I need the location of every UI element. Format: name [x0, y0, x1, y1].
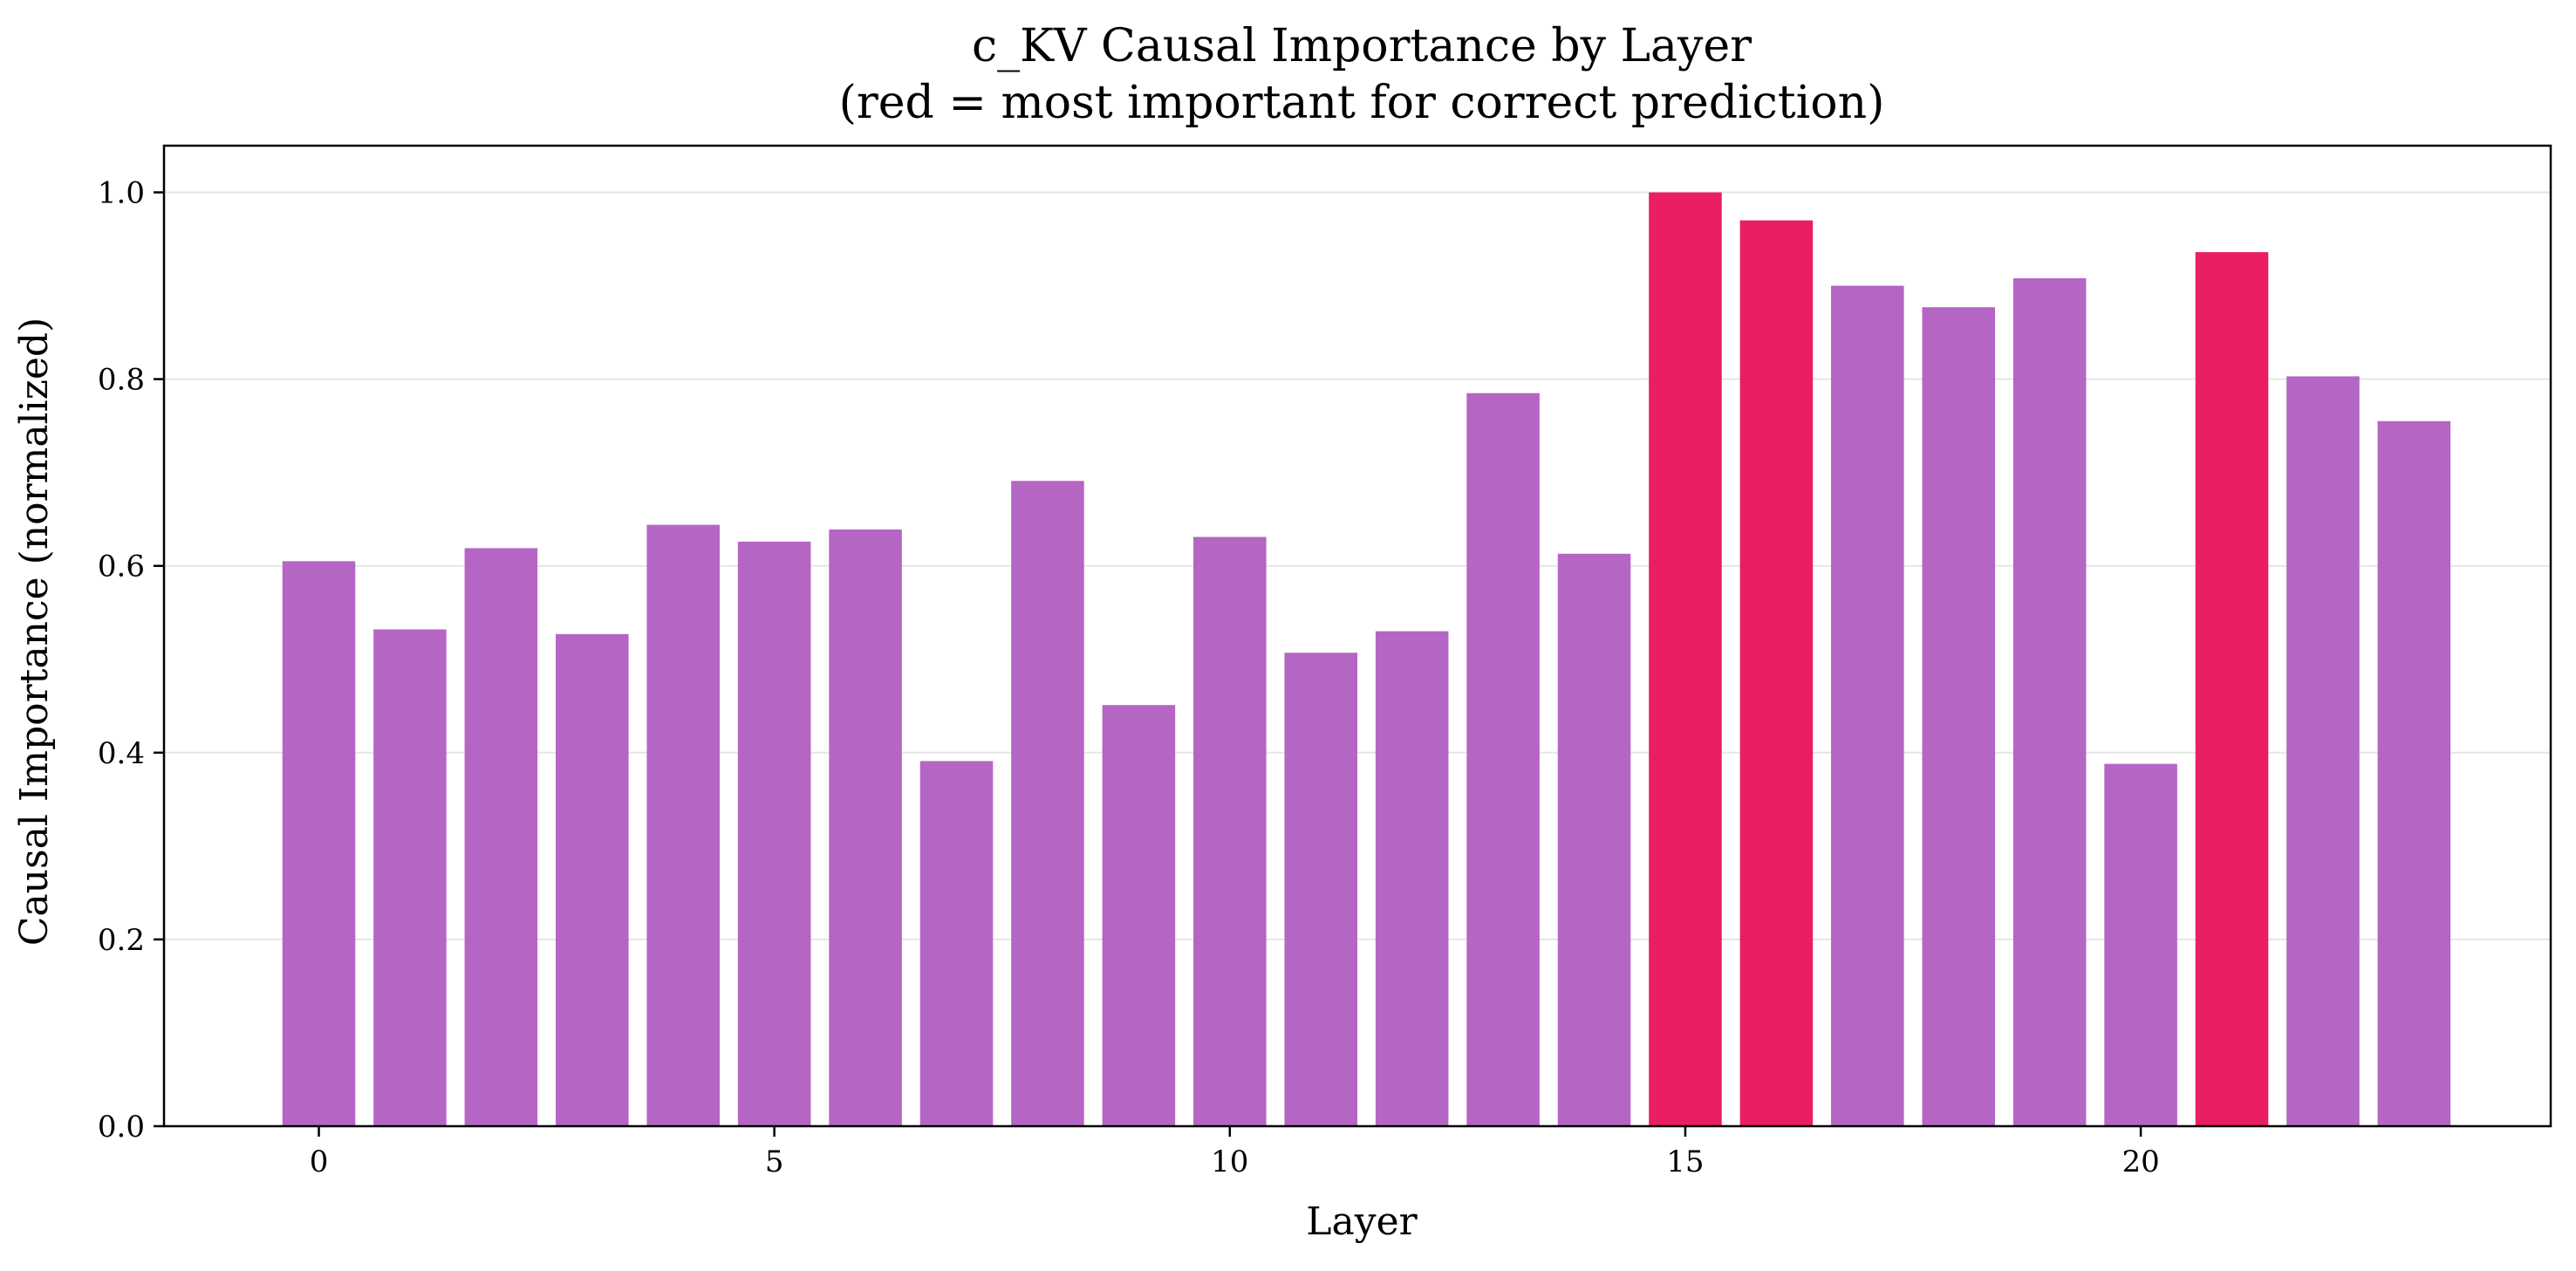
bar-layer-6: [829, 529, 902, 1126]
bar-layer-14: [1557, 553, 1631, 1126]
x-tick-label: 0: [310, 1145, 329, 1179]
y-axis-ticks: 0.0 0.2 0.4 0.6 0.8 1.0: [98, 176, 164, 1145]
bar-layer-7: [919, 761, 994, 1126]
bar-layer-0: [282, 561, 356, 1126]
bar-layer-3: [556, 633, 629, 1126]
bar-layer-23: [2377, 420, 2451, 1126]
bar-layer-4: [646, 524, 721, 1126]
bar-layer-10: [1193, 536, 1267, 1126]
bar-layer-19: [2012, 278, 2087, 1126]
bar-layer-9: [1102, 705, 1176, 1126]
x-axis-ticks: 0 5 10 15 20: [310, 1126, 2160, 1179]
x-tick-label: 10: [1211, 1145, 1248, 1179]
bar-layer-13: [1466, 393, 1540, 1127]
bar-layer-11: [1284, 653, 1357, 1126]
bar-layer-15: [1649, 192, 1722, 1126]
y-tick-label: 0.2: [98, 923, 145, 958]
bar-layer-5: [737, 541, 811, 1126]
bar-layer-17: [1831, 285, 1904, 1127]
bar-layer-20: [2104, 763, 2177, 1126]
bar-layer-12: [1375, 631, 1449, 1126]
bar-layer-18: [1922, 307, 1995, 1126]
x-tick-label: 15: [1666, 1145, 1704, 1179]
bar-layer-8: [1011, 481, 1084, 1126]
x-tick-label: 5: [765, 1145, 784, 1179]
y-tick-label: 0.4: [98, 736, 145, 771]
x-axis-label: Layer: [1306, 1199, 1418, 1244]
bar-layer-22: [2286, 376, 2360, 1127]
chart-title-line1: c_KV Causal Importance by Layer: [972, 20, 1752, 72]
bar-layer-16: [1739, 220, 1814, 1127]
y-tick-label: 0.0: [98, 1110, 145, 1145]
bars: [282, 192, 2451, 1127]
y-tick-label: 0.8: [98, 363, 145, 398]
bar-layer-1: [373, 629, 447, 1126]
y-axis-label: Causal Importance (normalized): [12, 318, 57, 946]
plot-frame: [162, 144, 2552, 1128]
y-tick-label: 1.0: [98, 176, 145, 211]
bar-layer-2: [464, 548, 538, 1126]
x-tick-label: 20: [2122, 1145, 2159, 1179]
y-tick-label: 0.6: [98, 550, 145, 584]
bar-layer-21: [2195, 252, 2269, 1126]
chart-title-line2: (red = most important for correct predic…: [839, 77, 1885, 129]
